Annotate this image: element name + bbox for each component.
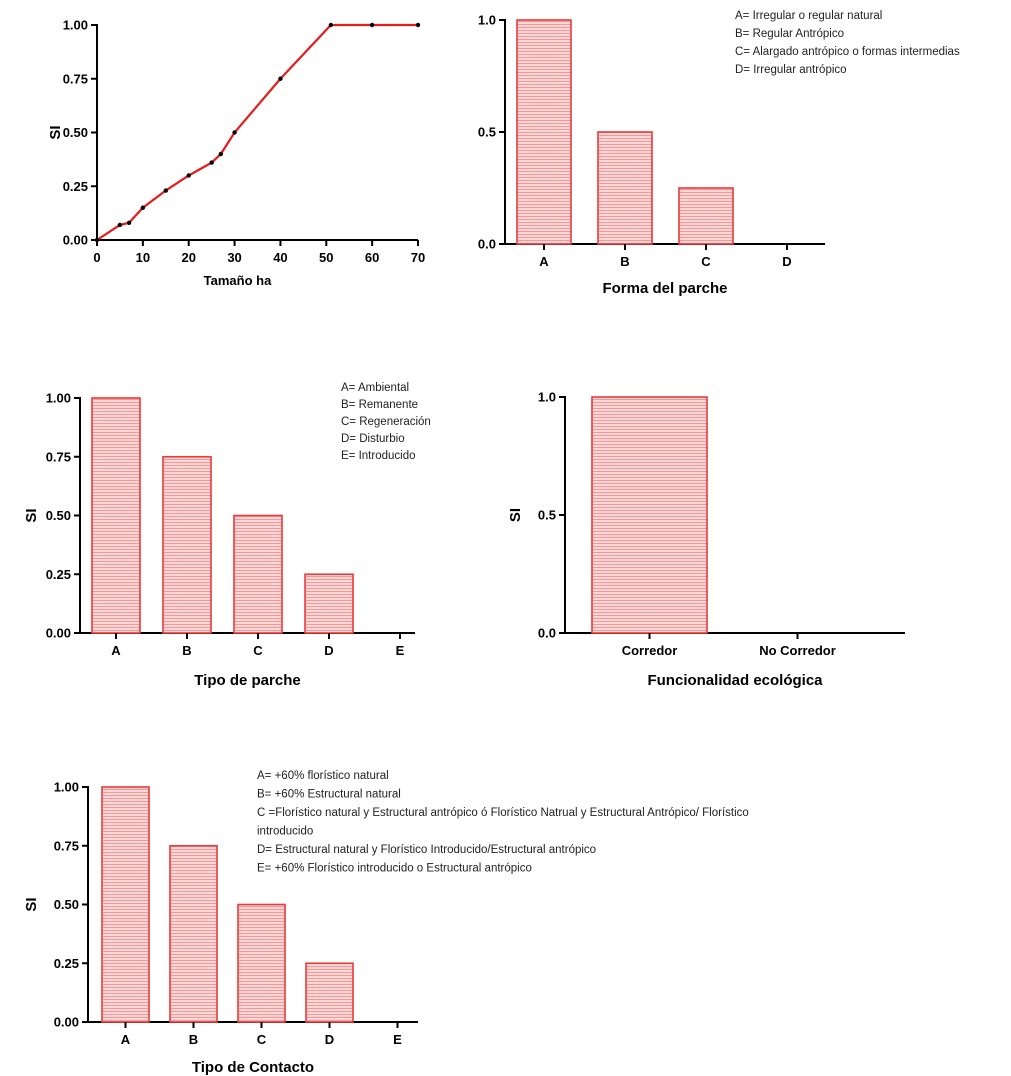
chart3-y-tick-label: 0.50 <box>46 508 71 523</box>
chart4-x-axis-label: Funcionalidad ecológica <box>647 672 823 689</box>
chart5-category-label: E <box>393 1032 402 1047</box>
chart2-category-label: A <box>539 254 549 269</box>
chart1-data-point <box>218 151 224 157</box>
chart2-y-tick-label: 0.5 <box>478 125 496 140</box>
chart1-data-point <box>209 160 214 165</box>
chart1-x-tick-label: 30 <box>227 250 241 265</box>
chart1-x-tick-label: 60 <box>365 250 379 265</box>
chart3-bar <box>233 514 283 634</box>
chart1-x-tick-label: 10 <box>136 250 150 265</box>
chart5-y-tick-label: 0.00 <box>54 1015 79 1030</box>
chart1-y-tick-label: 1.00 <box>63 18 88 33</box>
chart5-legend-entry: D= Estructural natural y Florístico Intr… <box>257 844 596 856</box>
chart5-legend-entry: E= +60% Florístico introducido o Estruct… <box>257 863 532 875</box>
chart5-legend-entry: C =Florístico natural y Estructural antr… <box>257 807 749 819</box>
chart1-y-tick-label: 0.00 <box>63 233 88 248</box>
chart4-category-label: No Corredor <box>759 643 836 658</box>
chart5-category-label: A <box>121 1032 131 1047</box>
chart4-y-tick-label: 0.0 <box>538 626 556 641</box>
chart1-data-point <box>415 22 421 28</box>
chart3-x-axis-label: Tipo de parche <box>194 672 300 689</box>
chart2-legend-entry: A= Irregular o regular natural <box>735 10 882 22</box>
chart2-bar <box>516 19 572 245</box>
chart1-data-point <box>369 22 375 28</box>
chart3-legend-entry: E= Introducido <box>341 450 415 462</box>
chart3-bar <box>162 455 212 634</box>
chart3-category-label: A <box>111 643 121 658</box>
chart5-bar <box>101 786 150 1023</box>
chart3-bar <box>91 397 141 634</box>
chart1-data-point <box>232 130 237 135</box>
chart3-category-label: D <box>324 643 333 658</box>
chart1-data-point <box>278 76 283 81</box>
chart1-x-axis-label: Tamaño ha <box>204 273 272 288</box>
chart3-category-label: B <box>182 643 191 658</box>
chart5-bar <box>237 903 286 1023</box>
chart5-y-tick-label: 1.00 <box>54 780 79 795</box>
chart1-x-tick-label: 0 <box>93 250 100 265</box>
chart2-x-axis-label: Forma del parche <box>602 280 727 297</box>
chart5-y-tick-label: 0.25 <box>54 956 79 971</box>
chart5-category-label: D <box>325 1032 334 1047</box>
chart1-x-tick-label: 20 <box>181 250 195 265</box>
chart1-y-tick-label: 0.25 <box>63 179 88 194</box>
chart1-data-point <box>328 22 334 28</box>
chart5-legend-entry: A= +60% florístico natural <box>257 770 389 782</box>
chart5-y-tick-label: 0.75 <box>54 838 79 853</box>
chart1-series-line <box>96 23 418 241</box>
chart2-y-tick-label: 1.0 <box>478 13 496 28</box>
chart3-legend-entry: D= Disturbio <box>341 433 405 445</box>
chart2-category-label: C <box>701 254 711 269</box>
chart5-category-label: B <box>189 1032 198 1047</box>
chart1-data-point <box>186 173 191 178</box>
chart1-data-point <box>117 222 123 228</box>
chart5-y-axis-label: SI <box>23 897 40 911</box>
chart4-category-label: Corredor <box>622 643 678 658</box>
chart5-bar <box>169 844 218 1023</box>
chart5-category-label: C <box>257 1032 267 1047</box>
chart5-y-tick-label: 0.50 <box>54 897 79 912</box>
chart1-data-point <box>140 205 146 210</box>
chart1-y-axis-label: SI <box>47 125 64 139</box>
chart2-y-tick-label: 0.0 <box>478 237 496 252</box>
chart2-category-label: B <box>620 254 629 269</box>
chart5-legend-entry: introducido <box>257 826 313 838</box>
chart2-legend-entry: B= Regular Antrópico <box>735 28 844 40</box>
chart1-data-point <box>94 237 100 243</box>
chart4-y-tick-label: 0.5 <box>538 508 556 523</box>
chart2-legend-entry: D= Irregular antrópico <box>735 64 847 76</box>
chart4-y-tick-label: 1.0 <box>538 390 556 405</box>
chart2-legend-entry: C= Alargado antrópico o formas intermedi… <box>735 46 960 58</box>
chart3-bar <box>304 573 354 634</box>
chart5-legend-entry: B= +60% Estructural natural <box>257 789 401 801</box>
chart3-y-tick-label: 1.00 <box>46 391 71 406</box>
chart1-data-point <box>126 220 132 225</box>
chart3-legend-entry: C= Regeneración <box>341 416 431 428</box>
chart2-category-label: D <box>782 254 791 269</box>
chart1-y-tick-label: 0.50 <box>63 125 88 140</box>
chart3-y-tick-label: 0.25 <box>46 567 71 582</box>
chart2-bar <box>597 131 653 245</box>
chart5-bar <box>305 962 354 1023</box>
chart1-x-tick-label: 50 <box>319 250 333 265</box>
chart1-x-tick-label: 40 <box>273 250 287 265</box>
chart3-category-label: E <box>396 643 405 658</box>
chart3-category-label: C <box>253 643 263 658</box>
chart1-x-tick-label: 70 <box>411 250 425 265</box>
chart3-legend-entry: B= Remanente <box>341 399 418 411</box>
chart3-y-tick-label: 0.00 <box>46 626 71 641</box>
chart3-y-tick-label: 0.75 <box>46 449 71 464</box>
chart1-y-tick-label: 0.75 <box>63 71 88 86</box>
chart1-data-point <box>163 188 168 193</box>
chart3-y-axis-label: SI <box>23 508 40 522</box>
chart4-y-axis-label: SI <box>507 508 524 522</box>
chart5-x-axis-label: Tipo de Contacto <box>192 1059 314 1076</box>
chart3-legend-entry: A= Ambiental <box>341 382 409 394</box>
chart4-bar <box>591 396 708 634</box>
chart2-bar <box>678 187 734 245</box>
